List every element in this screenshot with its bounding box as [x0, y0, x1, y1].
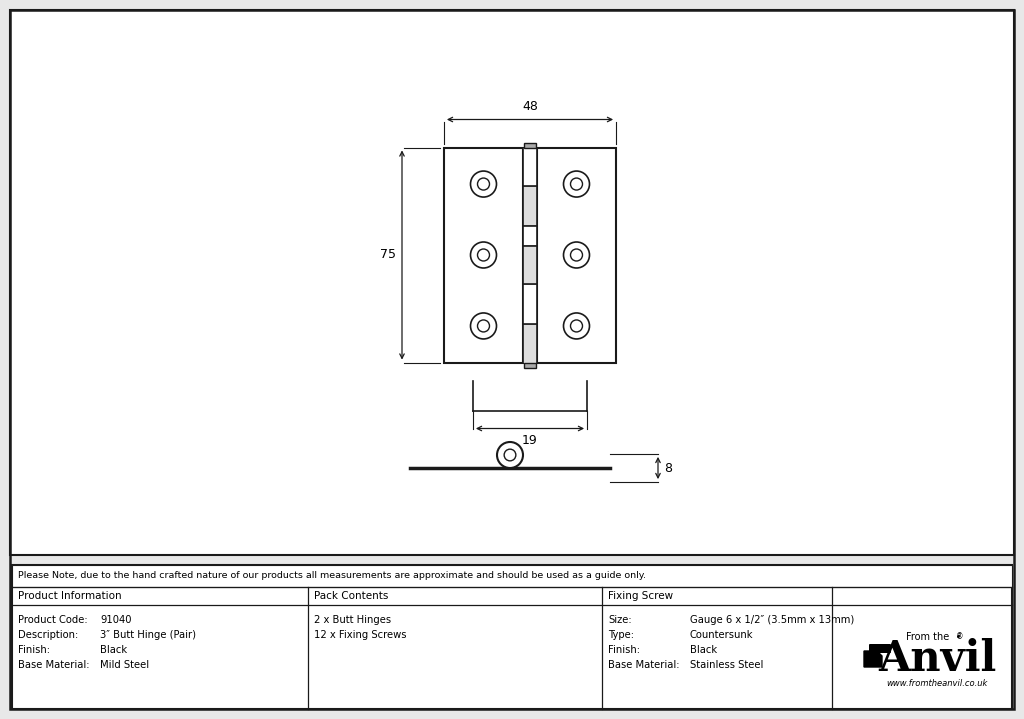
- Text: Description:: Description:: [18, 630, 78, 640]
- Text: 8: 8: [664, 462, 672, 475]
- Text: Pack Contents: Pack Contents: [314, 591, 388, 601]
- Text: Black: Black: [100, 645, 127, 655]
- Text: Product Information: Product Information: [18, 591, 122, 601]
- Bar: [523, 147, 537, 186]
- Bar: [523, 245, 537, 247]
- Bar: [12, 565, 1012, 709]
- Text: Finish:: Finish:: [18, 645, 50, 655]
- Text: ®: ®: [956, 633, 964, 641]
- Bar: [523, 247, 537, 284]
- Circle shape: [470, 171, 497, 197]
- Bar: [523, 285, 537, 324]
- Text: Type:: Type:: [608, 630, 634, 640]
- Circle shape: [570, 249, 583, 261]
- FancyBboxPatch shape: [869, 644, 891, 653]
- Circle shape: [563, 242, 590, 268]
- Text: Anvil: Anvil: [878, 638, 996, 680]
- Text: 3″ Butt Hinge (Pair): 3″ Butt Hinge (Pair): [100, 630, 196, 640]
- Circle shape: [477, 320, 489, 332]
- Polygon shape: [864, 651, 882, 667]
- Bar: [523, 225, 537, 226]
- Bar: [444, 147, 523, 362]
- Circle shape: [570, 320, 583, 332]
- Text: Mild Steel: Mild Steel: [100, 660, 150, 670]
- Text: Gauge 6 x 1/2″ (3.5mm x 13mm): Gauge 6 x 1/2″ (3.5mm x 13mm): [690, 615, 854, 625]
- Text: 12 x Fixing Screws: 12 x Fixing Screws: [314, 630, 407, 640]
- Bar: [523, 226, 537, 245]
- Circle shape: [470, 313, 497, 339]
- Bar: [523, 325, 537, 362]
- Circle shape: [563, 313, 590, 339]
- Bar: [523, 284, 537, 285]
- Text: Black: Black: [690, 645, 717, 655]
- Bar: [12, 565, 1012, 587]
- Text: Finish:: Finish:: [608, 645, 640, 655]
- Circle shape: [497, 442, 523, 468]
- Bar: [524, 362, 536, 367]
- Circle shape: [504, 449, 516, 461]
- Text: www.fromtheanvil.co.uk: www.fromtheanvil.co.uk: [887, 679, 988, 688]
- Circle shape: [477, 249, 489, 261]
- Bar: [523, 186, 537, 187]
- Text: Stainless Steel: Stainless Steel: [690, 660, 763, 670]
- Bar: [524, 142, 536, 147]
- Text: Countersunk: Countersunk: [690, 630, 754, 640]
- Text: Please Note, due to the hand crafted nature of our products all measurements are: Please Note, due to the hand crafted nat…: [18, 572, 646, 580]
- Circle shape: [477, 178, 489, 190]
- Circle shape: [570, 178, 583, 190]
- Bar: [537, 147, 616, 362]
- Text: Base Material:: Base Material:: [608, 660, 680, 670]
- Text: 75: 75: [380, 249, 396, 262]
- Text: 91040: 91040: [100, 615, 131, 625]
- Text: Base Material:: Base Material:: [18, 660, 89, 670]
- Text: From the  •: From the •: [906, 632, 962, 642]
- Text: Size:: Size:: [608, 615, 632, 625]
- Bar: [523, 324, 537, 325]
- Circle shape: [470, 242, 497, 268]
- Bar: [10, 10, 1014, 555]
- Bar: [523, 187, 537, 225]
- Text: Product Code:: Product Code:: [18, 615, 88, 625]
- Text: Fixing Screw: Fixing Screw: [608, 591, 673, 601]
- Text: 48: 48: [522, 99, 538, 112]
- Text: 19: 19: [522, 434, 538, 447]
- Text: 2 x Butt Hinges: 2 x Butt Hinges: [314, 615, 391, 625]
- Circle shape: [563, 171, 590, 197]
